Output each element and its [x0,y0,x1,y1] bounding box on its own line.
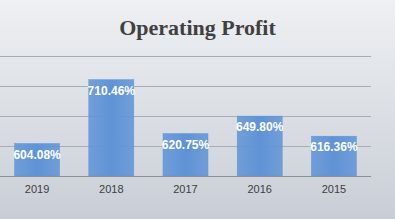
x-tick-label: 2017 [173,183,197,195]
grid-line [0,86,371,87]
data-label: 616.36% [310,140,358,154]
x-tick-label: 2019 [25,183,49,195]
x-axis-line [0,176,371,177]
x-tick-label: 2016 [247,183,271,195]
bars [15,80,357,176]
x-tick-label: 2018 [99,183,123,195]
data-label: 710.46% [88,84,136,98]
data-label: 649.80% [236,120,284,134]
data-label: 620.75% [162,138,210,152]
data-label: 604.08% [13,148,61,162]
chart-title: Operating Profit [119,15,276,40]
x-tick-label: 2015 [322,183,346,195]
grid-line [0,116,371,117]
chart-svg: Operating Profit 604.08% 710.46% 620.75% 649… [0,0,395,219]
grid-line [0,56,371,57]
chart-background: Operating Profit 604.08% 710.46% 620.75% 649… [0,0,395,219]
